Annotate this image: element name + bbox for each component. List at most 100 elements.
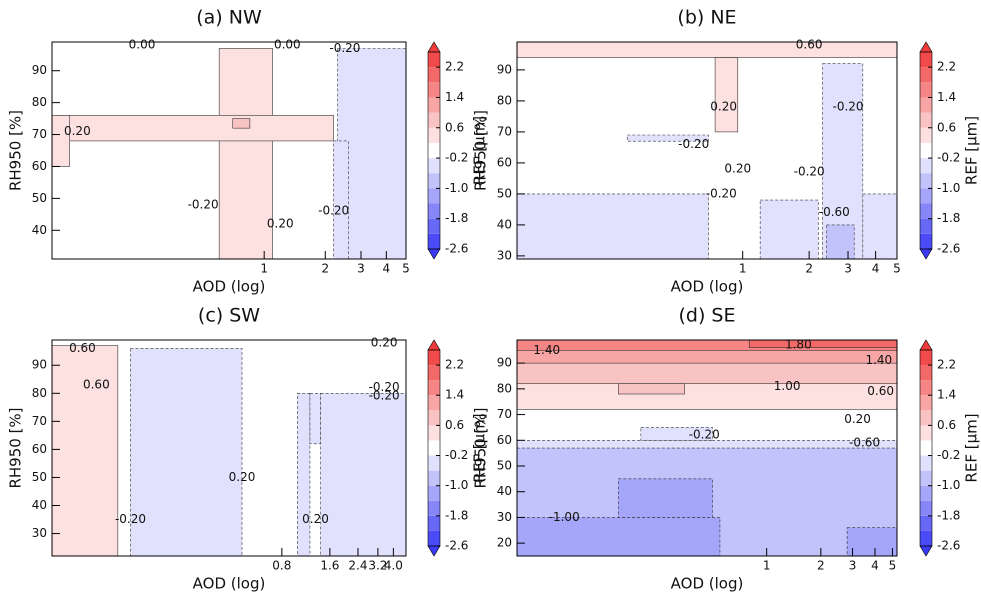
- plot-frame: [51, 339, 407, 557]
- colorbar-extend: [919, 545, 933, 557]
- contour-label: 0.00: [274, 38, 301, 52]
- colorbar-band: [920, 455, 932, 471]
- x-tick-label: 2.4: [348, 559, 367, 573]
- panel: 0.60 0.200.60 -0.20-0.200.20-0.20 0.200.8 1.…: [7, 305, 489, 593]
- contour-label: 0.20: [267, 216, 294, 230]
- colorbar-tick-label: -1.8: [937, 211, 960, 225]
- contour-region: [714, 57, 739, 133]
- colorbar-label: REF [μm]: [471, 413, 489, 482]
- x-tick-label: 3: [357, 262, 365, 276]
- colorbar-tick-label: 1.4: [445, 388, 464, 402]
- contour-label: 0.20: [371, 335, 398, 349]
- contour-region: [759, 199, 819, 260]
- plot-frame: [516, 339, 898, 557]
- x-axis-label: AOD (log): [193, 278, 266, 296]
- y-tick-label: 50: [32, 191, 47, 205]
- colorbar-band: [920, 188, 932, 204]
- x-tick-label: 5: [893, 262, 901, 276]
- colorbar-band: [920, 112, 932, 128]
- contour-region: [846, 527, 898, 557]
- y-tick-label: 40: [32, 223, 47, 237]
- colorbar-tick-label: 1.4: [445, 90, 464, 104]
- contour-region: [232, 118, 251, 129]
- colorbar-tick-label: -1.8: [937, 508, 960, 522]
- y-tick-label: 40: [32, 498, 47, 512]
- colorbar-band: [920, 350, 932, 366]
- colorbar-band: [428, 97, 440, 113]
- y-tick-label: 30: [497, 510, 512, 524]
- contour-region: [51, 345, 119, 557]
- colorbar-extend: [427, 339, 441, 351]
- contour-region: [309, 392, 321, 445]
- y-tick-label: 60: [497, 155, 512, 169]
- contour-region: [297, 392, 311, 557]
- contour-region: [826, 224, 855, 260]
- y-tick-label: 60: [32, 159, 47, 173]
- contour-label: -0.20: [706, 186, 737, 200]
- x-tick-label: 5: [402, 262, 410, 276]
- colorbar-band: [920, 500, 932, 516]
- contour-region: [640, 427, 713, 441]
- x-tick-label: 1.6: [320, 559, 339, 573]
- colorbar-band: [428, 67, 440, 83]
- contour-region: [218, 48, 273, 260]
- colorbar-tick-label: -1.0: [937, 181, 960, 195]
- contour-label: -0.60: [819, 205, 850, 219]
- colorbar-tick-label: -1.0: [445, 181, 468, 195]
- contour-region: [516, 193, 709, 260]
- y-tick-label: 90: [497, 62, 512, 76]
- colorbar-band: [920, 218, 932, 234]
- colorbar-extend: [919, 339, 933, 351]
- x-tick-label: 1: [763, 559, 771, 573]
- colorbar-band: [428, 485, 440, 501]
- colorbar-tick-label: 2.2: [937, 358, 956, 372]
- y-tick-label: 50: [32, 470, 47, 484]
- y-tick-label: 40: [497, 217, 512, 231]
- contour-label: 0.60: [69, 341, 96, 355]
- y-tick-label: 70: [32, 414, 47, 428]
- x-tick-label: 4: [872, 262, 880, 276]
- contour-region: [862, 193, 898, 260]
- y-tick-label: 90: [32, 358, 47, 372]
- contour-region: [748, 339, 898, 349]
- contour-label: -1.00: [549, 510, 580, 524]
- colorbar-tick-label: -1.8: [445, 508, 468, 522]
- colorbar-tick-label: -2.6: [937, 539, 960, 553]
- colorbar-band: [428, 500, 440, 516]
- colorbar-tick-label: -0.2: [937, 448, 960, 462]
- colorbar-band: [428, 455, 440, 471]
- y-axis-label: RH950 [%]: [472, 407, 490, 488]
- colorbar-band: [920, 380, 932, 396]
- y-tick-label: 50: [497, 186, 512, 200]
- colorbar-tick-label: -2.6: [937, 242, 960, 256]
- contour-label: 1.40: [533, 343, 560, 357]
- colorbar-frame: [427, 51, 441, 250]
- colorbar-band: [428, 425, 440, 441]
- contour-label: 0.60: [796, 38, 823, 52]
- y-tick-label: 90: [497, 356, 512, 370]
- colorbar-frame: [919, 349, 933, 547]
- contour-label: -0.20: [318, 204, 349, 218]
- contour-label: 0.00: [129, 38, 156, 52]
- contour-region: [626, 134, 709, 142]
- colorbar-band: [920, 82, 932, 98]
- y-tick-label: 70: [32, 127, 47, 141]
- colorbar-tick-label: 0.6: [445, 418, 464, 432]
- colorbar-band: [920, 173, 932, 189]
- colorbar-label: REF [μm]: [963, 413, 981, 482]
- x-tick-label: 2: [321, 262, 329, 276]
- panel: 0.00 0.00 -0.20 0.20 -0.20 0.20 -0.20 1 2 3 4 5 40 50…: [7, 7, 489, 296]
- y-tick-label: 20: [497, 536, 512, 550]
- y-axis-label: RH950 [%]: [7, 407, 25, 488]
- contour-region: [618, 478, 713, 518]
- x-tick-label: 4.0: [384, 559, 403, 573]
- y-tick-label: 40: [497, 484, 512, 498]
- colorbar-band: [428, 112, 440, 128]
- contour-label: -0.20: [115, 512, 146, 526]
- panel-title: (c) SW: [198, 305, 260, 327]
- contour-region: [320, 392, 407, 557]
- y-axis-label: RH950 [%]: [472, 110, 490, 191]
- contour-label: 0.20: [302, 512, 329, 526]
- contour-region: [618, 383, 685, 395]
- contour-label: 1.80: [785, 338, 812, 352]
